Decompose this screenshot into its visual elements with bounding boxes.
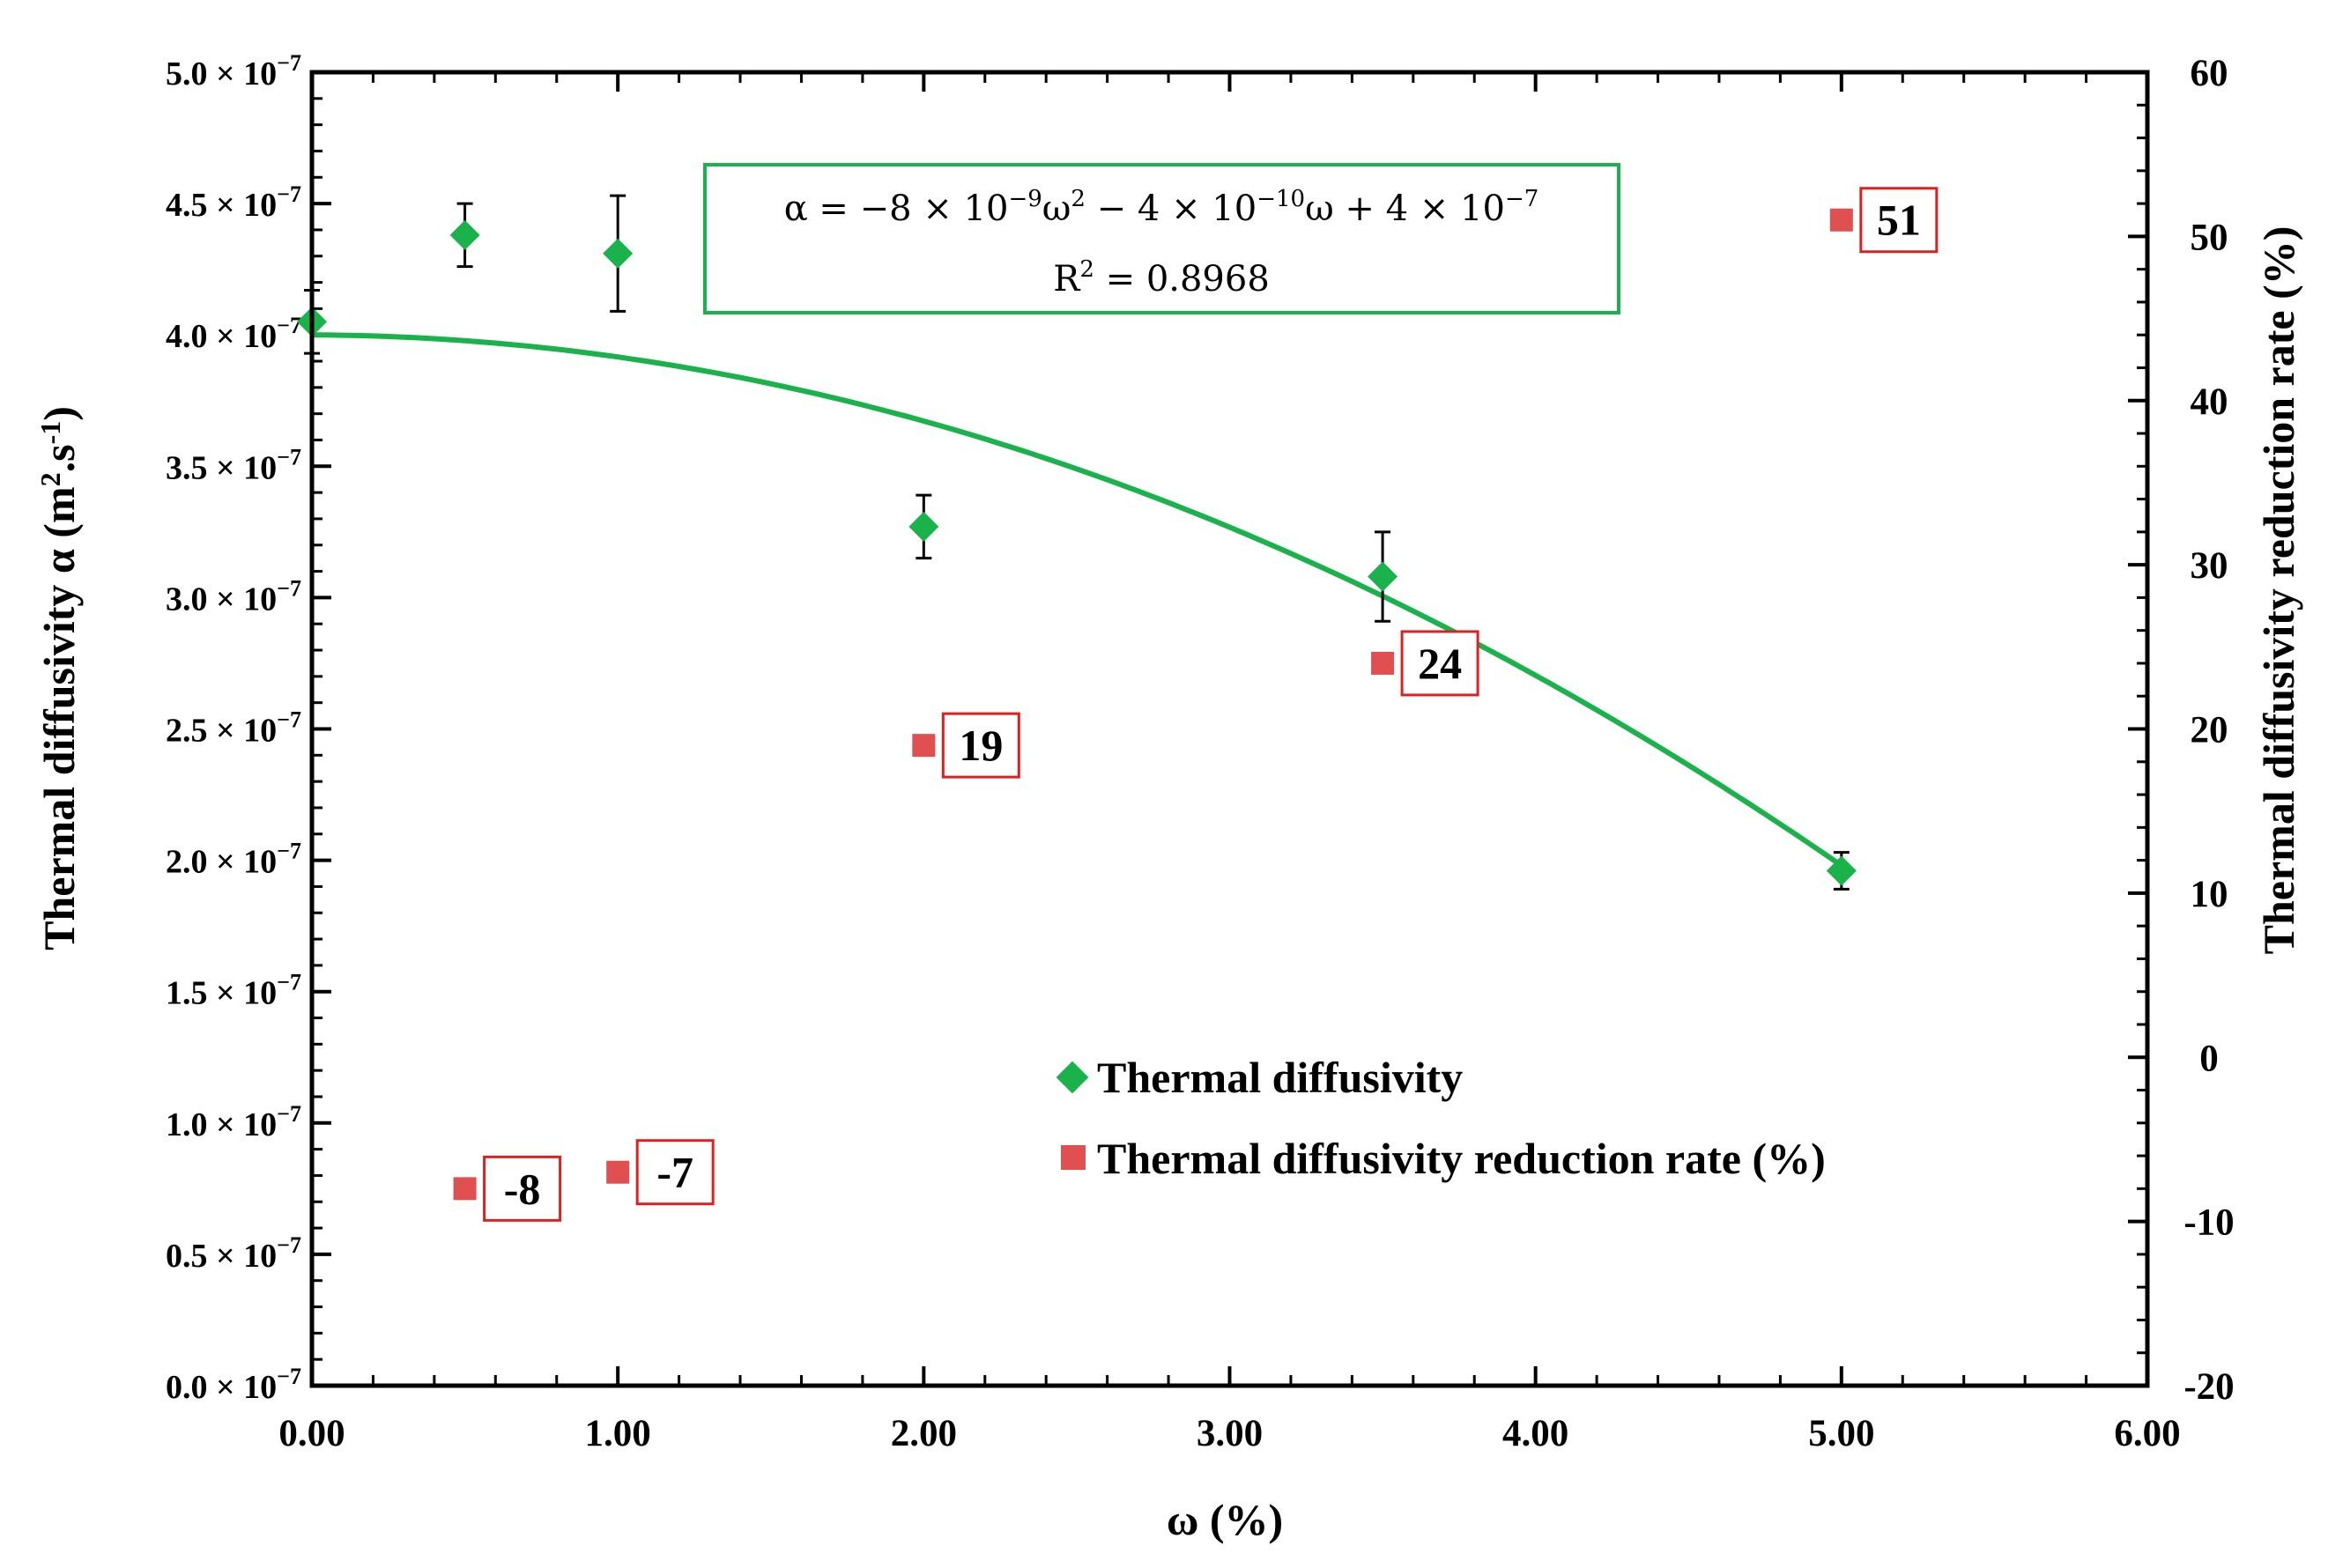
y-tick-label: 1.5 × 10−7 <box>166 970 301 1012</box>
y-tick-label: 3.0 × 10−7 <box>166 575 301 618</box>
x-tick-label: 3.00 <box>1197 1413 1263 1454</box>
legend: Thermal diffusivity Thermal diffusivity … <box>1056 1053 1826 1183</box>
y2-tick-label: -20 <box>2183 1366 2234 1408</box>
plot-frame <box>309 70 2150 1388</box>
reduction-rate-point <box>606 1160 630 1184</box>
reduction-rate-label: -7 <box>656 1148 693 1197</box>
legend-marker-diamond <box>1056 1061 1089 1094</box>
diffusivity-point <box>1368 561 1398 592</box>
legend-label-reduction-rate: Thermal diffusivity reduction rate (%) <box>1097 1134 1826 1183</box>
y-tick-label: 3.5 × 10−7 <box>166 444 301 486</box>
x-tick-label: 5.00 <box>1808 1413 1874 1454</box>
y2-tick-label: 10 <box>2191 874 2228 915</box>
eq-part: 2 <box>1071 186 1086 212</box>
eq-part: −9 <box>1008 186 1042 212</box>
reduction-rate-point <box>1829 208 1853 232</box>
y-tick-label: 2.0 × 10−7 <box>166 839 301 881</box>
reduction-rate-label: 19 <box>959 721 1003 770</box>
y-title-part: -1 <box>34 421 66 445</box>
legend-label-thermal-diffusivity: Thermal diffusivity <box>1097 1053 1463 1102</box>
x-tick-label: 6.00 <box>2114 1413 2180 1454</box>
fit-curve <box>311 332 1843 869</box>
y-title-part: 2 <box>34 472 66 486</box>
y-tick-label: 5.0 × 10−7 <box>166 50 301 92</box>
diffusivity-point <box>449 219 480 250</box>
y2-tick-label: -10 <box>2183 1202 2234 1244</box>
reduction-rate-point <box>912 734 936 758</box>
fit-r2-text: R2 = 0.8968 <box>1053 256 1270 300</box>
y2-tick-label: 60 <box>2191 53 2228 94</box>
diffusivity-point <box>908 511 939 542</box>
x-axis-title: ω (%) <box>1167 1495 1283 1544</box>
y2-tick-label: 50 <box>2191 217 2228 258</box>
x-tick-label: 1.00 <box>585 1413 651 1454</box>
y-tick-label: 0.0 × 10−7 <box>166 1364 301 1406</box>
y-tick-label: 4.5 × 10−7 <box>166 181 301 224</box>
y-tick-label: 2.5 × 10−7 <box>166 707 301 750</box>
reduction-rate-label-box <box>941 712 1020 779</box>
reduction-rate-label: 51 <box>1877 196 1921 245</box>
fit-layer <box>311 332 1843 869</box>
x-tick-label: 4.00 <box>1502 1413 1568 1454</box>
r2-part: = 0.8968 <box>1094 259 1270 300</box>
y-title-part: .s <box>34 444 84 472</box>
eq-part: −10 <box>1257 186 1305 212</box>
y2-tick-label: 40 <box>2191 381 2228 423</box>
reduction-rate-point <box>1371 651 1395 675</box>
reduction-rate-label: 24 <box>1418 639 1462 688</box>
fit-equation-text: α = −8 × 10−9ω2 − 4 × 10−10ω + 4 × 10−7 <box>784 186 1539 229</box>
r2-part: 2 <box>1079 256 1094 283</box>
y2-tick-label: 20 <box>2191 710 2228 751</box>
fit-equation-annotation: α = −8 × 10−9ω2 − 4 × 10−10ω + 4 × 10−7 … <box>703 163 1620 314</box>
series-layer: -8 -7 19 24 51 <box>297 187 1939 1222</box>
reduction-rate-label-box <box>483 1155 562 1222</box>
eq-part: −7 <box>1505 186 1538 212</box>
diffusivity-point <box>603 238 634 269</box>
eq-part: − 4 × 10 <box>1086 189 1257 229</box>
x-tick-label: 0.00 <box>278 1413 345 1454</box>
y-tick-label: 4.0 × 10−7 <box>166 313 301 355</box>
reduction-rate-label-box <box>1400 630 1479 697</box>
legend-marker-square <box>1061 1145 1086 1170</box>
r2-part: R <box>1053 259 1081 300</box>
y2-axis-title: Thermal diffusivity reduction rate (%) <box>2254 226 2303 955</box>
fit-equation-box <box>703 163 1620 314</box>
y-tick-label: 0.5 × 10−7 <box>166 1232 301 1275</box>
eq-part: ω <box>1042 189 1071 229</box>
eq-part: ω + 4 × 10 <box>1305 189 1505 229</box>
y-title-part: Thermal diffusivity α (m <box>34 486 84 950</box>
x-tick-label: 2.00 <box>891 1413 957 1454</box>
diffusivity-point <box>1826 855 1857 886</box>
y2-tick-label: 0 <box>2199 1038 2219 1079</box>
reduction-rate-label-box <box>1859 187 1939 254</box>
y-axis-title: Thermal diffusivity α (m2.s-1) <box>34 406 84 950</box>
y2-tick-label: 30 <box>2191 545 2228 587</box>
eq-part: α = −8 × 10 <box>784 189 1009 229</box>
reduction-rate-point <box>453 1177 477 1201</box>
y-title-part: ) <box>34 406 84 421</box>
reduction-rate-label: -8 <box>504 1164 541 1213</box>
reduction-rate-label-box <box>635 1139 715 1206</box>
y-tick-label: 1.0 × 10−7 <box>166 1101 301 1143</box>
axes-layer: 0.00 1.00 2.00 3.00 4.00 5.00 6.00 0.0 × 10−7 0.… <box>166 50 2235 1454</box>
